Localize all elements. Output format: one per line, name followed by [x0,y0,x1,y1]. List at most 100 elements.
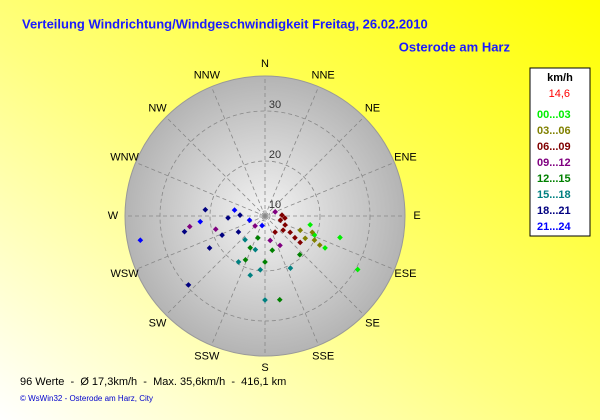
wind-point [247,244,254,251]
direction-label: WSW [111,268,140,280]
legend-entry: 12...15 [537,173,571,185]
wind-point [354,266,361,273]
wind-point [242,257,249,263]
wind-point [257,266,264,273]
wind-point [279,212,285,218]
spoke [135,215,266,270]
wind-point [309,229,316,236]
wind-point [197,218,204,225]
wind-point [186,223,193,230]
wind-point [272,209,279,215]
wind-point [247,272,254,279]
wind-point [272,229,278,235]
spoke [264,215,319,346]
wind-point [280,227,286,233]
chart-title: Verteilung Windrichtung/Windgeschwindigk… [22,16,428,31]
ring [159,110,371,322]
wind-point [277,242,283,249]
wind-point [259,222,265,229]
spoke [135,162,266,217]
wind-point [225,215,231,221]
ring-label: 10 [269,199,281,211]
wind-point [297,239,303,246]
legend-entry: 21...24 [537,221,572,233]
wind-point [185,282,192,288]
legend-entry: 06...09 [537,141,571,153]
legend-box [529,67,591,237]
wind-point [287,229,293,236]
ring-label: 30 [269,99,281,111]
wind-point [322,245,328,251]
wind-point [277,217,284,223]
wind-point [292,234,298,241]
wind-point [206,245,213,251]
direction-label: S [261,362,268,374]
direction-label: WNW [110,152,139,164]
legend-entry: 15...18 [537,189,571,201]
direction-label: N [261,58,269,70]
wind-point [282,222,288,228]
footer: © WsWin32 - Osterode am Harz, City [20,394,153,403]
direction-label: E [413,210,420,222]
direction-label: ENE [394,152,417,164]
wind-point [307,221,313,228]
wind-point [252,223,258,229]
wind-point [297,227,304,234]
direction-label: SE [365,317,380,329]
wind-point [252,246,259,253]
wind-point [296,251,303,258]
direction-label: W [108,210,119,222]
wind-point [267,237,274,244]
direction-label: SSE [312,350,334,362]
legend-value: 14,6 [549,88,570,100]
wind-point [255,235,261,241]
wind-point [287,265,294,271]
wind-point [235,259,242,265]
chart-subtitle: Osterode am Harz [399,39,511,54]
direction-label: ESE [394,268,416,280]
wind-point [202,206,209,213]
spoke [165,116,266,217]
direction-label: NW [148,102,167,114]
wind-point [212,226,219,233]
wind-point [269,247,276,254]
direction-label: NNW [194,69,221,81]
spoke [211,86,266,217]
legend-title: km/h [547,72,573,84]
wind-point [242,236,248,243]
wind-point [246,217,253,223]
legend-entry: 00...03 [537,109,571,121]
spoke [264,86,319,217]
wind-point [302,235,309,242]
wind-point [137,237,144,244]
wind-point [276,296,283,303]
direction-label: SSW [194,350,220,362]
direction-label: NNE [312,69,335,81]
wind-point [337,234,343,241]
legend-entry: 09...12 [537,157,571,169]
ring [209,160,321,272]
legend-entry: 03...06 [537,125,571,137]
wind-point [316,242,323,248]
direction-label: NE [365,102,380,114]
legend-entry: 18...21 [537,205,571,217]
wind-point [262,259,268,265]
wind-point [282,215,288,221]
wind-point [311,237,318,243]
wind-point [181,228,188,235]
spoke [264,215,365,316]
spoke [264,116,365,217]
wind-point [237,212,243,218]
wind-point [262,297,268,303]
wind-point [235,229,242,235]
ring-label: 20 [269,149,281,161]
ring [259,210,271,222]
wind-point [219,232,225,238]
spoke [165,215,266,316]
polar-plot: N NNE NE ENE E ESE SE SSE S SSW SW WSW W WNW NW NNW 10 20… [108,58,421,374]
direction-label: SW [149,317,167,329]
spoke [264,162,395,217]
summary: 96 Werte - Ø 17,3km/h - Max. 35,6km/h - … [20,376,286,388]
wind-point [231,207,238,213]
